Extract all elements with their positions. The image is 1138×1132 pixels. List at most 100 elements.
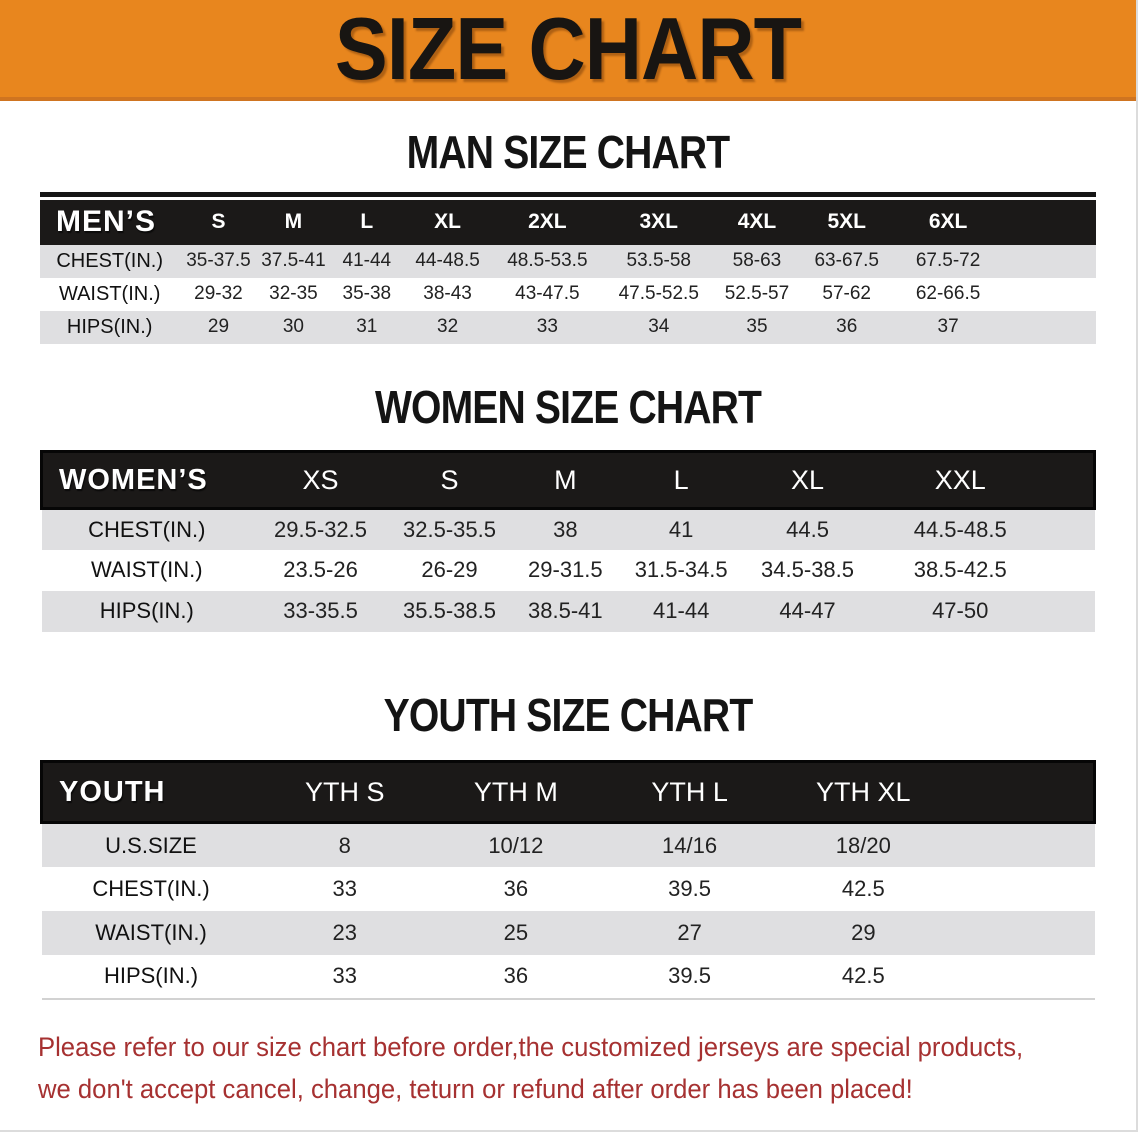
- women-xl-waist-in: 34.5-38.5: [761, 557, 855, 583]
- men-row-chest-in: CHEST(IN.) 35-37.5 37.5-41 41-44 44-48.5 48.5…: [40, 244, 1096, 278]
- youth-row-filler: [950, 955, 1094, 999]
- youth-row-filler: [950, 823, 1094, 867]
- men-3xl-chest-in: 53.5-58: [626, 250, 691, 272]
- men-table-wrap: MEN’S S M L XL 2XL 3XL 4XL 5XL 6XL CHEST(IN.) 35-3…: [0, 191, 1136, 344]
- men-6xl-hips-in: 37: [937, 316, 959, 338]
- men-table-topline: [40, 191, 1096, 197]
- women-xs-waist-in: 23.5-26: [283, 557, 358, 583]
- men-xl-waist-in: 38-43: [423, 283, 472, 305]
- women-m-waist-in: 29-31.5: [528, 557, 603, 583]
- youth-yth-s-chest-in: 33: [332, 875, 357, 901]
- men-header-filler: [1003, 200, 1096, 245]
- youth-size-section: YOUTH SIZE CHART YOUTH YTH S YTH M YTH L YTH…: [0, 690, 1136, 1000]
- row-label: CHEST(IN.): [88, 516, 206, 542]
- youth-yth-xl-hips-in: 42.5: [841, 963, 885, 989]
- youth-yth-l-chest-in: 39.5: [668, 875, 711, 901]
- men-size-section: MAN SIZE CHART MEN’S S M L XL 2XL 3XL 4XL 5XL 6XL…: [0, 127, 1136, 344]
- row-label: CHEST(IN.): [56, 249, 164, 272]
- women-col-s: S: [440, 464, 459, 495]
- men-2xl-hips-in: 33: [536, 316, 558, 338]
- men-row-filler: [1003, 278, 1096, 311]
- women-xxl-hips-in: 47-50: [932, 598, 989, 624]
- women-m-hips-in: 38.5-41: [528, 598, 603, 624]
- women-l-waist-in: 31.5-34.5: [634, 557, 728, 583]
- youth-header-row: YOUTH YTH S YTH M YTH L YTH XL: [41, 761, 1095, 823]
- women-size-table: WOMEN’S XS S M L XL XXL CHEST(IN.) 29.5-32.5 32.…: [40, 450, 1096, 632]
- youth-col-yth-m: YTH M: [473, 776, 558, 807]
- youth-yth-xl-u-s-size: 18/20: [835, 832, 891, 858]
- row-label: CHEST(IN.): [92, 875, 210, 901]
- women-section-heading: WOMEN SIZE CHART: [374, 380, 762, 433]
- women-header-row: WOMEN’S XS S M L XL XXL: [41, 451, 1095, 509]
- women-col-xxl: XXL: [934, 464, 986, 495]
- men-row-filler: [1003, 311, 1096, 344]
- men-3xl-waist-in: 47.5-52.5: [618, 283, 699, 305]
- men-m-hips-in: 30: [282, 316, 304, 338]
- youth-col-yth-xl: YTH XL: [816, 776, 911, 807]
- women-s-hips-in: 35.5-38.5: [403, 598, 496, 624]
- men-table-label: MEN’S: [56, 205, 157, 239]
- women-m-chest-in: 38: [553, 516, 578, 542]
- youth-yth-xl-waist-in: 29: [851, 919, 876, 945]
- men-s-hips-in: 29: [207, 316, 230, 338]
- men-5xl-chest-in: 63-67.5: [814, 250, 879, 272]
- order-policy-line2: we don't accept cancel, change, teturn o…: [38, 1073, 913, 1104]
- men-row-filler: [1003, 245, 1096, 278]
- men-header-row: MEN’S S M L XL 2XL 3XL 4XL 5XL 6XL: [40, 199, 1096, 245]
- youth-header-filler: [950, 762, 1094, 823]
- men-m-chest-in: 37.5-41: [261, 250, 326, 272]
- men-s-chest-in: 35-37.5: [186, 250, 251, 272]
- youth-yth-l-hips-in: 39.5: [668, 963, 711, 989]
- youth-row-hips-in: HIPS(IN.) 33 36 39.5 42.5: [41, 954, 1095, 999]
- women-table-wrap: WOMEN’S XS S M L XL XXL CHEST(IN.) 29.5-32.5 32.…: [0, 450, 1136, 632]
- row-label: HIPS(IN.): [99, 598, 194, 624]
- men-s-waist-in: 29-32: [194, 283, 243, 305]
- youth-yth-m-chest-in: 36: [503, 875, 529, 901]
- banner-title: SIZE CHART: [334, 0, 802, 98]
- order-policy-line1: Please refer to our size chart before or…: [38, 1031, 1024, 1062]
- women-row-hips-in: HIPS(IN.) 33-35.5 35.5-38.5 38.5-41 41-44 44-…: [41, 590, 1095, 632]
- women-s-waist-in: 26-29: [421, 557, 478, 583]
- youth-table-label: YOUTH: [59, 775, 166, 808]
- men-row-hips-in: HIPS(IN.) 29 30 31 32 33 34 35 36 37: [40, 310, 1096, 344]
- youth-yth-s-u-s-size: 8: [338, 832, 351, 858]
- women-xxl-chest-in: 44.5-48.5: [913, 516, 1007, 542]
- men-3xl-hips-in: 34: [648, 316, 670, 338]
- men-m-waist-in: 32-35: [269, 283, 318, 305]
- men-col-2xl: 2XL: [528, 210, 567, 234]
- women-l-hips-in: 41-44: [653, 598, 710, 624]
- women-s-chest-in: 32.5-35.5: [403, 516, 496, 542]
- men-col-m: M: [284, 210, 303, 234]
- women-xxl-waist-in: 38.5-42.5: [913, 557, 1007, 583]
- men-col-5xl: 5XL: [827, 210, 866, 234]
- youth-row-u-s-size: U.S.SIZE 8 10/12 14/16 18/20: [41, 822, 1095, 867]
- youth-size-table: YOUTH YTH S YTH M YTH L YTH XL U.S.SIZE 8 10/1…: [40, 760, 1096, 1000]
- men-col-6xl: 6XL: [928, 210, 968, 234]
- row-label: WAIST(IN.): [58, 282, 161, 305]
- row-label: HIPS(IN.): [103, 963, 199, 989]
- men-6xl-waist-in: 62-66.5: [915, 283, 981, 305]
- men-5xl-waist-in: 57-62: [822, 283, 872, 305]
- men-5xl-hips-in: 36: [836, 316, 858, 338]
- youth-table-wrap: YOUTH YTH S YTH M YTH L YTH XL U.S.SIZE 8 10/1…: [0, 760, 1136, 1000]
- men-l-chest-in: 41-44: [342, 250, 392, 272]
- size-chart-content: MAN SIZE CHART MEN’S S M L XL 2XL 3XL 4XL 5XL 6XL…: [0, 127, 1136, 1000]
- men-section-heading: MAN SIZE CHART: [406, 126, 730, 178]
- women-table-label: WOMEN’S: [59, 463, 208, 496]
- youth-yth-m-u-s-size: 10/12: [488, 832, 544, 858]
- men-col-4xl: 4XL: [737, 210, 777, 234]
- women-size-section: WOMEN SIZE CHART WOMEN’S XS S M L XL XXL CHEST…: [0, 380, 1136, 632]
- youth-yth-l-waist-in: 27: [677, 919, 702, 945]
- men-6xl-chest-in: 67.5-72: [915, 250, 981, 272]
- men-col-xl: XL: [434, 210, 461, 234]
- men-2xl-waist-in: 43-47.5: [515, 283, 580, 305]
- men-col-l: L: [360, 210, 374, 234]
- row-label: WAIST(IN.): [95, 919, 207, 945]
- men-col-s: S: [211, 210, 226, 234]
- row-label: WAIST(IN.): [90, 557, 203, 583]
- women-row-chest-in: CHEST(IN.) 29.5-32.5 32.5-35.5 38 41 44.5 44.5…: [41, 508, 1095, 550]
- women-row-waist-in: WAIST(IN.) 23.5-26 26-29 29-31.5 31.5-34.5 34…: [41, 549, 1095, 591]
- women-row-filler: [1047, 509, 1094, 550]
- women-xl-hips-in: 44-47: [779, 598, 836, 624]
